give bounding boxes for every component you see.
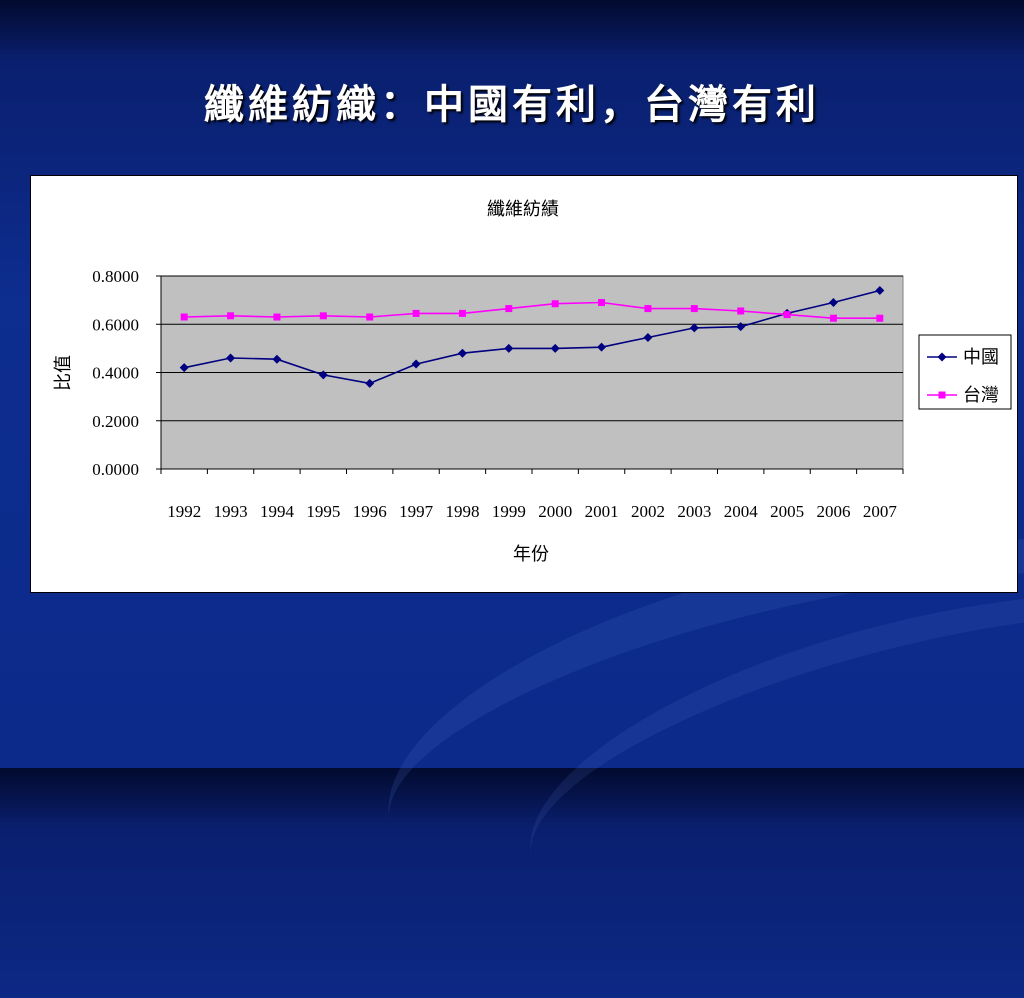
x-tick-label: 1998 — [445, 502, 479, 521]
x-tick-label: 2003 — [677, 502, 711, 521]
data-point-2 — [876, 314, 884, 322]
slide-title: 纖維紡織：中國有利，台灣有利 — [204, 81, 820, 128]
data-point-1 — [318, 370, 328, 380]
x-tick-label: 1993 — [214, 502, 248, 521]
y-tick-label: 0.6000 — [92, 315, 139, 334]
x-tick-label: 2007 — [863, 502, 898, 521]
data-point-1 — [828, 298, 838, 308]
data-point-1 — [179, 363, 189, 373]
x-tick-label: 2002 — [631, 502, 665, 521]
legend-label: 中國 — [963, 347, 999, 368]
data-point-2 — [690, 305, 698, 313]
data-point-2 — [783, 311, 791, 319]
data-point-1 — [550, 343, 560, 353]
x-tick-label: 2006 — [816, 502, 850, 521]
x-tick-label: 1997 — [399, 502, 434, 521]
y-tick-label: 0.2000 — [92, 412, 139, 431]
data-point-1 — [504, 343, 514, 353]
data-point-2 — [412, 309, 420, 317]
x-tick-label: 2000 — [538, 502, 572, 521]
data-point-1 — [365, 378, 375, 388]
x-axis-label: 年份 — [513, 544, 549, 565]
x-tick-label: 2005 — [770, 502, 804, 521]
chart-panel: 纖維紡績 年份 比值 0.0000 0.2000 0.4000 0.6000 0.800… — [30, 175, 1018, 593]
data-point-1 — [643, 333, 653, 343]
y-tick-label: 0.0000 — [92, 460, 139, 479]
x-tick-label: 1996 — [353, 502, 387, 521]
data-point-1 — [272, 354, 282, 364]
data-point-2 — [598, 299, 606, 307]
data-point-2 — [644, 305, 652, 313]
data-point-2 — [737, 307, 745, 315]
legend-box — [918, 334, 1012, 410]
series-line-1 — [184, 289, 881, 385]
data-point-2 — [366, 313, 374, 321]
data-point-1 — [597, 342, 607, 352]
data-point-1 — [226, 353, 236, 363]
data-point-2 — [227, 312, 235, 320]
x-tick-label: 1992 — [167, 502, 201, 521]
y-tick-label: 0.4000 — [92, 364, 139, 383]
x-tick-label: 2001 — [585, 502, 619, 521]
series-line-2 — [184, 301, 880, 319]
legend-swatch-marker — [938, 391, 946, 399]
x-tick-label: 1995 — [306, 502, 340, 521]
data-point-1 — [875, 285, 885, 295]
legend-swatch-marker — [937, 352, 947, 362]
x-tick-label: 1999 — [492, 502, 526, 521]
x-tick-label: 1994 — [260, 502, 295, 521]
data-point-2 — [505, 305, 513, 313]
data-point-1 — [689, 323, 699, 333]
legend-label: 台灣 — [963, 385, 999, 406]
data-point-2 — [458, 309, 466, 317]
data-point-1 — [736, 322, 746, 332]
x-tick-label: 2004 — [724, 502, 759, 521]
line-chart: 纖維紡績 年份 比值 0.0000 0.2000 0.4000 0.6000 0.800… — [53, 199, 1012, 565]
data-point-1 — [411, 359, 421, 369]
data-point-2 — [319, 312, 327, 320]
y-axis-label: 比值 — [53, 355, 74, 391]
data-point-1 — [457, 348, 467, 358]
data-point-2 — [829, 314, 837, 322]
y-tick-label: 0.8000 — [92, 267, 139, 286]
data-point-2 — [273, 313, 281, 321]
data-point-2 — [551, 300, 559, 308]
data-point-2 — [180, 313, 188, 321]
chart-title: 纖維紡績 — [487, 199, 559, 220]
